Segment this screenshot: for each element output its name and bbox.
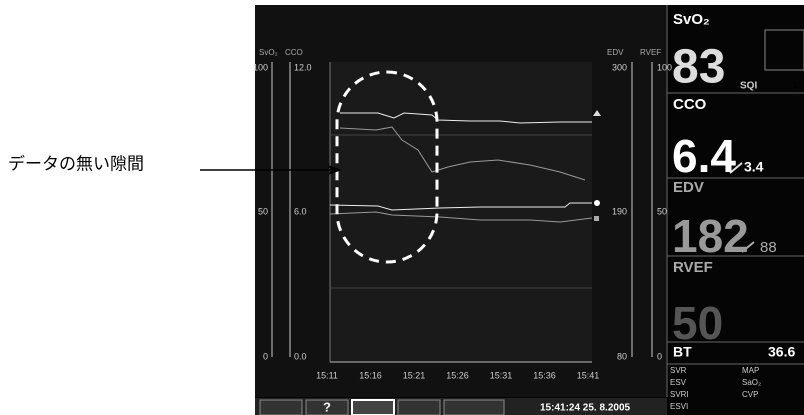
marker	[594, 200, 600, 206]
sqi-badge: 1	[792, 80, 797, 90]
screen-button[interactable]	[398, 400, 440, 415]
panel-label: SvO₂	[673, 11, 710, 28]
tick-label: 100	[657, 62, 672, 72]
panel-value: 50	[672, 297, 723, 349]
table-label: SaO₂	[742, 378, 761, 387]
panel-extra: 3.4	[744, 159, 764, 175]
x-label: 15:16	[359, 370, 382, 380]
x-label: 15:31	[490, 370, 513, 380]
tick-label: 50	[657, 206, 667, 216]
tick-label: 6.0	[294, 206, 307, 216]
tick-label: 300	[612, 62, 627, 72]
table-label: ESV	[670, 378, 687, 387]
tick-label: 190	[612, 206, 627, 216]
panel-value: 36.6	[768, 344, 795, 360]
panel-extra: 88	[760, 239, 777, 256]
table-label: ESVI	[670, 402, 688, 411]
tick-label: 12.0	[294, 62, 312, 72]
axis-name: RVEF	[640, 48, 661, 57]
x-label: 15:26	[446, 370, 469, 380]
table-label: SVRI	[670, 390, 689, 399]
panel-value: 83	[672, 41, 725, 94]
panel-value: 182	[672, 210, 749, 262]
tick-label: 80	[617, 351, 627, 361]
panel-value: 6.4	[672, 130, 736, 182]
tick-label: 50	[258, 206, 268, 216]
axis-name: EDV	[607, 48, 624, 57]
tool-button[interactable]	[260, 400, 302, 415]
tick-label: 0	[263, 351, 268, 361]
page: データの無い隙間SvO₂CCOEDVRVEF10012.0300100506.0…	[0, 0, 804, 415]
datetime: 15:41:24 25. 8.2005	[540, 403, 631, 414]
panel-label: CCO	[673, 96, 707, 113]
print-button[interactable]	[444, 400, 504, 415]
home-button[interactable]	[352, 400, 394, 415]
sqi-label: SQI	[740, 81, 757, 92]
x-label: 15:11	[316, 370, 338, 380]
panel-label: RVEF	[673, 259, 713, 276]
tick-label: 0.0	[294, 351, 307, 361]
annotation-label: データの無い隙間	[8, 153, 144, 173]
panel-label: EDV	[673, 179, 704, 196]
table-label: SVR	[670, 366, 687, 375]
panel-label: BT	[673, 344, 692, 360]
screen: データの無い隙間SvO₂CCOEDVRVEF10012.0300100506.0…	[0, 0, 804, 415]
table-label: MAP	[742, 366, 759, 375]
x-label: 15:36	[533, 370, 556, 380]
x-label: 15:21	[403, 370, 426, 380]
axis-name: SvO₂	[259, 48, 278, 57]
x-label: 15:41	[577, 370, 600, 380]
help-label: ?	[323, 399, 331, 414]
axis-name: CCO	[285, 48, 303, 57]
marker	[594, 216, 599, 221]
tick-label: 0	[657, 351, 662, 361]
tick-label: 100	[253, 62, 268, 72]
table-label: CVP	[742, 390, 758, 399]
